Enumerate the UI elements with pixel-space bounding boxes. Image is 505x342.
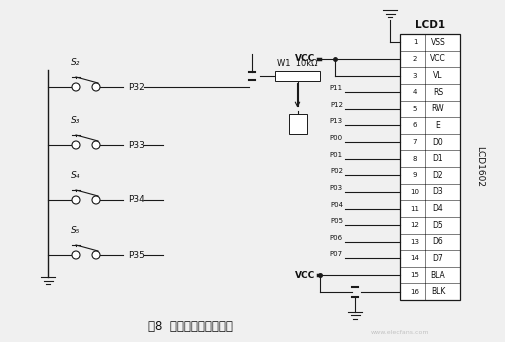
Text: P34: P34 [128,196,145,205]
Text: P02: P02 [330,168,343,174]
Text: D4: D4 [433,204,443,213]
Text: P04: P04 [330,201,343,208]
Text: P33: P33 [128,141,145,149]
Circle shape [72,196,80,204]
Text: VSS: VSS [431,38,445,47]
Text: 9: 9 [413,172,417,178]
Circle shape [72,83,80,91]
Text: S₄: S₄ [71,171,81,180]
Circle shape [72,141,80,149]
Text: 5: 5 [413,106,417,112]
Circle shape [92,83,100,91]
Text: 13: 13 [411,239,420,245]
Circle shape [72,251,80,259]
Text: www.elecfans.com: www.elecfans.com [371,329,429,334]
Text: E: E [436,121,440,130]
Text: 4: 4 [413,89,417,95]
Text: 12: 12 [411,222,420,228]
Text: VCC: VCC [295,271,315,279]
Text: W1  10kΩ: W1 10kΩ [277,58,318,68]
Text: P07: P07 [330,251,343,258]
Text: BLK: BLK [431,287,445,296]
Text: LCD1: LCD1 [415,20,445,30]
Text: P05: P05 [330,218,343,224]
Text: P03: P03 [330,185,343,191]
Text: RW: RW [432,104,444,113]
Text: P11: P11 [330,85,343,91]
Circle shape [92,141,100,149]
Text: D1: D1 [433,154,443,163]
Text: 2: 2 [413,56,417,62]
Text: 7: 7 [413,139,417,145]
Text: D5: D5 [433,221,443,230]
Text: VCC: VCC [295,54,315,63]
Text: 16: 16 [411,289,420,295]
Text: D6: D6 [433,237,443,246]
Text: 11: 11 [411,206,420,212]
Text: 10: 10 [411,189,420,195]
Bar [400,34,460,300]
Text: VL: VL [433,71,443,80]
Text: 6: 6 [413,122,417,129]
Text: D7: D7 [433,254,443,263]
Text: P00: P00 [330,135,343,141]
Text: 8: 8 [413,156,417,162]
Text: S₃: S₃ [71,116,81,125]
Text: S₂: S₂ [71,58,81,67]
Text: P13: P13 [330,118,343,124]
Bar [275,70,320,81]
Text: 14: 14 [411,255,420,261]
Text: 15: 15 [411,272,420,278]
Text: BLA: BLA [431,271,445,279]
Text: P12: P12 [330,102,343,108]
Text: 图8  按键控制与显示电路: 图8 按键控制与显示电路 [147,319,232,332]
Text: P06: P06 [330,235,343,241]
Text: D0: D0 [433,137,443,147]
Text: RS: RS [433,88,443,97]
Text: VCC: VCC [430,54,446,63]
Text: 1: 1 [413,39,417,45]
Circle shape [92,196,100,204]
Text: P01: P01 [330,152,343,158]
Text: LCD1602: LCD1602 [476,146,484,187]
Text: 3: 3 [413,73,417,79]
Text: P35: P35 [128,250,145,260]
Circle shape [92,251,100,259]
Text: D2: D2 [433,171,443,180]
Text: P32: P32 [128,82,145,92]
Text: D3: D3 [433,187,443,196]
Bar [288,114,307,134]
Text: S₅: S₅ [71,226,81,235]
